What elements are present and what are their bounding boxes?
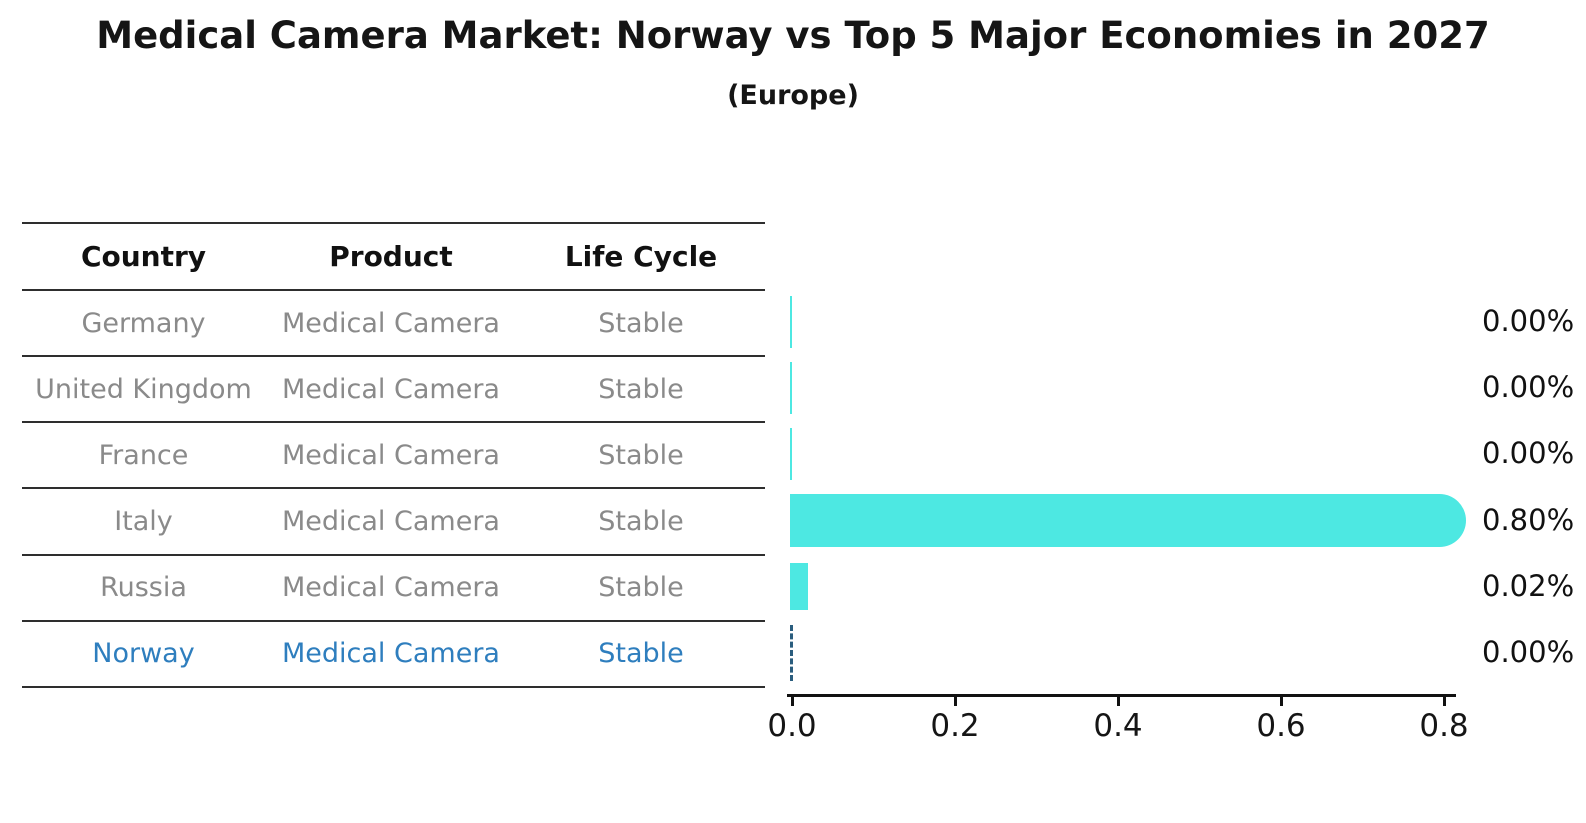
table-cell-country: France (98, 439, 189, 471)
table-cell-country: Italy (114, 506, 173, 538)
bar-united-kingdom (790, 362, 792, 415)
table-cell-product: Medical Camera (282, 572, 500, 604)
table-header-product: Product (329, 240, 453, 273)
chart-title: Medical Camera Market: Norway vs Top 5 M… (96, 14, 1490, 57)
value-label: 0.00% (1482, 370, 1575, 405)
bar-germany (790, 296, 792, 349)
x-axis-tick (1117, 697, 1120, 706)
bar-france (790, 428, 792, 481)
table-cell-life-cycle: Stable (598, 307, 684, 339)
bar-norway-dashed (790, 624, 793, 681)
table-cell-country: United Kingdom (35, 373, 252, 405)
x-axis-tick (1443, 697, 1446, 706)
table-cell-product: Medical Camera (282, 506, 500, 538)
table-cell-product: Medical Camera (282, 439, 500, 471)
x-axis-tick (791, 697, 794, 706)
table-row: Norway Medical Camera Stable (22, 622, 765, 688)
table-header-country: Country (80, 240, 207, 273)
bar-russia (790, 563, 808, 611)
table-cell-product: Medical Camera (282, 307, 500, 339)
value-label: 0.80% (1482, 502, 1575, 537)
table-cell-life-cycle: Stable (598, 506, 684, 538)
table-cell-country: Germany (81, 307, 206, 339)
x-axis-line (787, 694, 1456, 697)
table-cell-life-cycle: Stable (598, 373, 684, 405)
x-axis-tick-label: 0.6 (1256, 708, 1306, 744)
table-cell-product: Medical Camera (282, 638, 500, 670)
table-row: Russia Medical Camera Stable (22, 556, 765, 622)
x-axis-tick-label: 0.4 (1093, 708, 1143, 744)
table-cell-life-cycle: Stable (598, 439, 684, 471)
table-header-life-cycle: Life Cycle (564, 240, 718, 273)
x-axis-tick-label: 0.8 (1419, 708, 1469, 744)
table-row: Italy Medical Camera Stable (22, 489, 765, 556)
table-cell-life-cycle: Stable (598, 572, 684, 604)
table-row: France Medical Camera Stable (22, 423, 765, 490)
value-label: 0.00% (1482, 304, 1575, 339)
value-label: 0.00% (1482, 436, 1575, 471)
x-axis-tick-label: 0.0 (767, 708, 817, 744)
value-label: 0.02% (1482, 568, 1575, 603)
table-row: Germany Medical Camera Stable (22, 291, 765, 358)
table-body: Germany Medical Camera Stable United Kingdo… (22, 291, 765, 688)
table-cell-product: Medical Camera (282, 373, 500, 405)
table-header-row: Country Product Life Cycle (22, 224, 765, 291)
x-axis-tick (1280, 697, 1283, 706)
chart-subtitle: (Europe) (727, 80, 859, 111)
x-axis-tick (954, 697, 957, 706)
value-label: 0.00% (1482, 634, 1575, 669)
table-cell-country: Russia (100, 572, 187, 604)
country-table: Country Product Life Cycle Germany Medica… (22, 222, 765, 688)
table-cell-life-cycle: Stable (598, 638, 684, 670)
table-cell-country: Norway (92, 638, 195, 670)
x-axis-tick-label: 0.2 (930, 708, 980, 744)
bar-italy (790, 494, 1466, 548)
table-row: United Kingdom Medical Camera Stable (22, 357, 765, 424)
